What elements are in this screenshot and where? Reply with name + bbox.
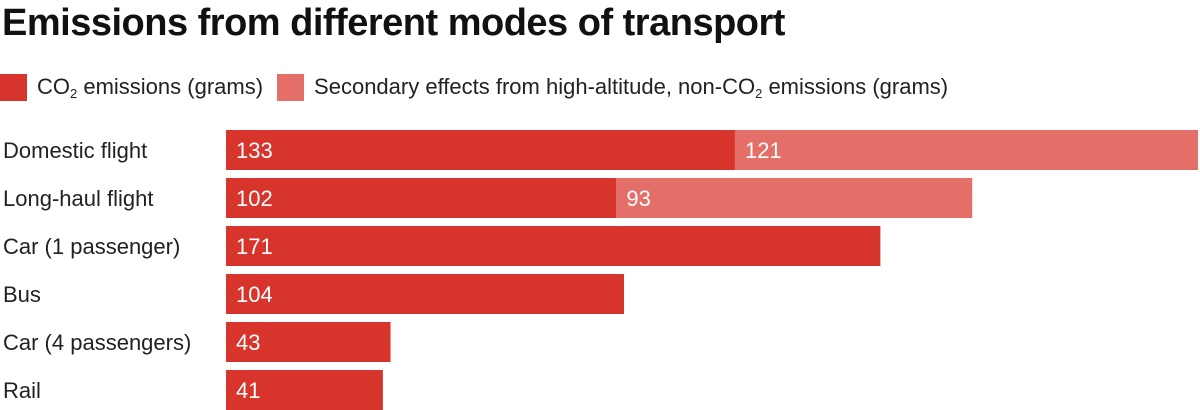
category-label: Rail (3, 378, 41, 403)
legend: CO2 emissions (grams) Secondary effects f… (0, 74, 962, 101)
data-label: 41 (236, 378, 260, 403)
bar-secondary (616, 178, 973, 218)
legend-label: CO2 emissions (grams) (37, 74, 264, 101)
data-label: 102 (236, 186, 273, 211)
legend-swatch (0, 74, 27, 101)
bar-co2 (226, 322, 391, 362)
data-label: 133 (236, 138, 273, 163)
data-label: 104 (236, 282, 273, 307)
data-label: 93 (626, 186, 650, 211)
category-label: Car (1 passenger) (3, 234, 180, 259)
category-label: Car (4 passengers) (3, 330, 191, 355)
legend-item-0: CO2 emissions (grams) (0, 74, 263, 101)
legend-swatch (277, 74, 305, 101)
bar-co2 (226, 274, 624, 314)
category-label: Domestic flight (3, 138, 147, 163)
bar-secondary (734, 130, 1198, 170)
legend-item-1: Secondary effects from high-altitude, no… (277, 74, 948, 101)
bar-co2 (226, 130, 735, 170)
data-label: 121 (745, 138, 782, 163)
bar-co2 (226, 178, 617, 218)
data-label: 43 (236, 330, 260, 355)
legend-label: Secondary effects from high-altitude, no… (314, 74, 949, 101)
bar-co2 (226, 370, 383, 410)
bar-co2 (226, 226, 881, 266)
chart-title: Emissions from different modes of transp… (2, 2, 785, 44)
data-label: 171 (236, 234, 273, 259)
category-label: Long-haul flight (3, 186, 153, 211)
category-label: Bus (3, 282, 41, 307)
